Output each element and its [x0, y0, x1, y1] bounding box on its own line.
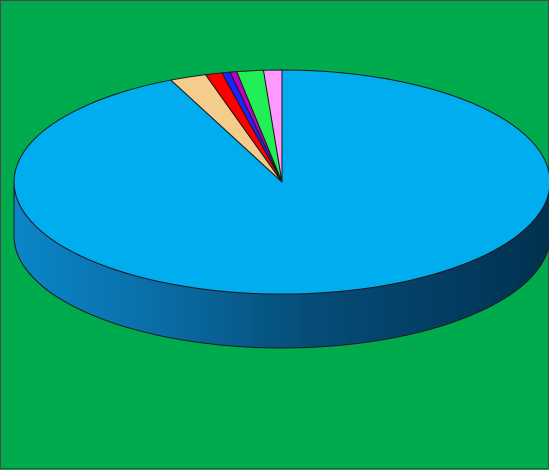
pie-slice-7	[262, 69, 283, 183]
